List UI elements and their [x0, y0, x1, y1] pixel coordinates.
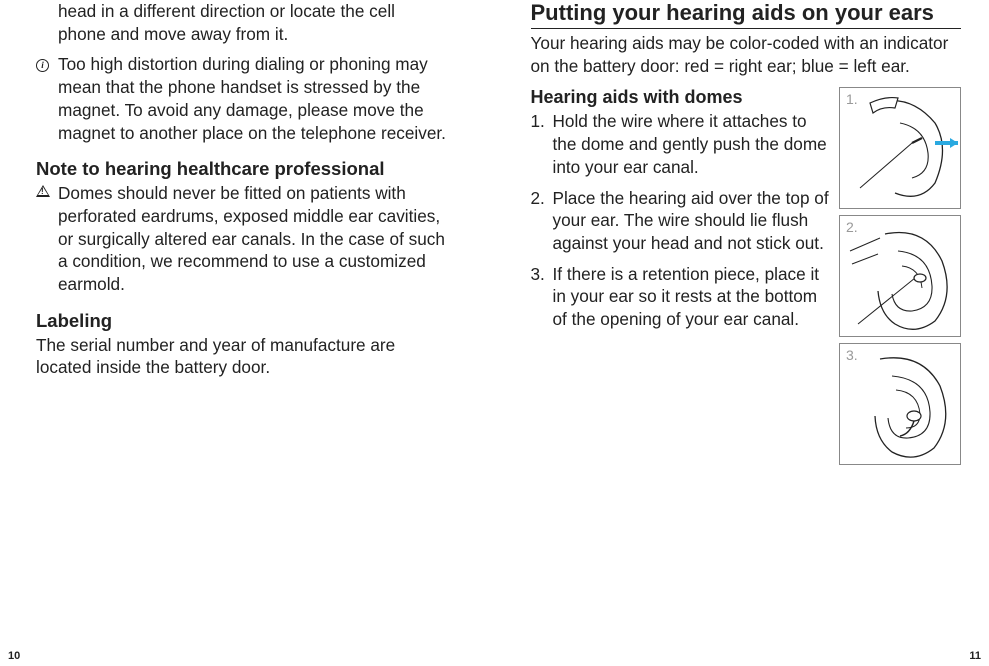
step-number: 3. — [531, 263, 553, 331]
figure-1: 1. — [839, 87, 961, 209]
page-number-left: 10 — [8, 650, 20, 662]
ear-illustration-icon — [840, 88, 960, 208]
ear-illustration-icon — [840, 216, 960, 336]
figure-label: 3. — [846, 347, 858, 363]
left-page: head in a different direction or locate … — [0, 0, 495, 666]
continuation-text: head in a different direction or locate … — [36, 0, 447, 45]
step-item: 1. Hold the wire where it attaches to th… — [531, 110, 830, 178]
domes-heading: Hearing aids with domes — [531, 87, 830, 108]
warn-bullet-row: Domes should never be fitted on patients… — [36, 182, 447, 296]
step-text: Hold the wire where it attaches to the d… — [553, 110, 830, 178]
steps-list: 1. Hold the wire where it attaches to th… — [531, 110, 830, 330]
step-text: If there is a retention piece, place it … — [553, 263, 830, 331]
page-number-right: 11 — [969, 650, 981, 662]
right-page: Putting your hearing aids on your ears Y… — [495, 0, 989, 666]
figure-2: 2. — [839, 215, 961, 337]
warning-icon — [36, 184, 58, 296]
step-item: 3. If there is a retention piece, place … — [531, 263, 830, 331]
figure-3: 3. — [839, 343, 961, 465]
note-heading: Note to hearing healthcare professional — [36, 158, 447, 180]
ear-illustration-icon — [840, 344, 960, 464]
step-item: 2. Place the hearing aid over the top of… — [531, 187, 830, 255]
info-bullet-text: Too high distortion during dialing or ph… — [58, 53, 447, 144]
figure-label: 2. — [846, 219, 858, 235]
step-number: 1. — [531, 110, 553, 178]
instructions-area: Hearing aids with domes 1. Hold the wire… — [531, 87, 962, 465]
info-bullet-row: i Too high distortion during dialing or … — [36, 53, 447, 144]
figures-column: 1. 2. — [839, 87, 961, 465]
labeling-heading: Labeling — [36, 310, 447, 332]
step-text: Place the hearing aid over the top of yo… — [553, 187, 830, 255]
figure-label: 1. — [846, 91, 858, 107]
instructions-text-column: Hearing aids with domes 1. Hold the wire… — [531, 87, 830, 465]
step-number: 2. — [531, 187, 553, 255]
labeling-text: The serial number and year of manufactur… — [36, 334, 447, 379]
intro-text: Your hearing aids may be color-coded wit… — [531, 32, 962, 77]
info-icon: i — [36, 55, 58, 144]
warn-bullet-text: Domes should never be fitted on patients… — [58, 182, 447, 296]
section-heading: Putting your hearing aids on your ears — [531, 0, 962, 29]
